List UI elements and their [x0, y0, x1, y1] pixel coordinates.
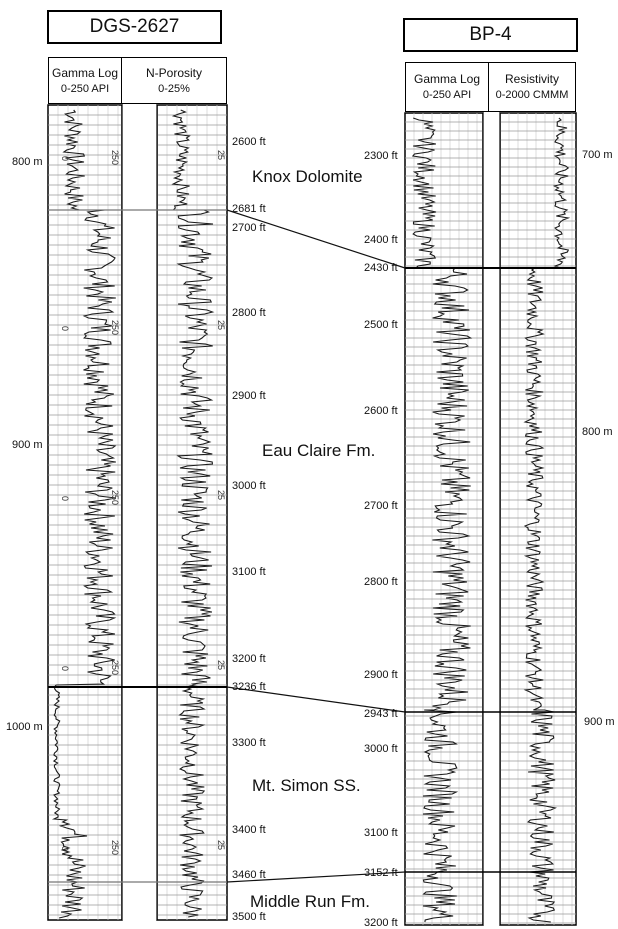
right-depth-label: 3000 ft [364, 743, 398, 755]
scale-label-25: 25 [216, 320, 226, 330]
left-depth-label: 2900 ft [232, 390, 266, 402]
right-depth-label: 3152 ft [364, 867, 398, 879]
left-depth-label: 2800 ft [232, 307, 266, 319]
right-meter-label: 700 m [582, 149, 613, 161]
scale-label-zero: 0 [60, 156, 70, 161]
left-depth-label: 3236 ft [232, 681, 266, 693]
right-gamma-header: Gamma Log 0-250 API [405, 62, 489, 112]
left-depth-label: 3460 ft [232, 869, 266, 881]
scale-label-25: 25 [216, 660, 226, 670]
left-depth-label: 3300 ft [232, 737, 266, 749]
left-depth-label: 3000 ft [232, 480, 266, 492]
correlation-line-mtsimon [226, 686, 406, 713]
right-depth-label: 2430 ft [364, 262, 398, 274]
left-depth-label: 2600 ft [232, 136, 266, 148]
left-depth-label: 3400 ft [232, 824, 266, 836]
right-well-title: BP-4 [403, 18, 578, 52]
scale-label-zero: 0 [60, 326, 70, 331]
left-depth-label: 2700 ft [232, 222, 266, 234]
right-well-name: BP-4 [469, 24, 512, 45]
left-gamma-trace [51, 109, 117, 919]
left-well-name: DGS-2627 [89, 16, 180, 37]
right-track-gap [483, 113, 500, 925]
formation-label: Knox Dolomite [252, 167, 363, 186]
scale-label-250: 250 [110, 840, 120, 855]
left-track-gap [122, 105, 157, 920]
left-gamma-range: 0-250 API [60, 82, 110, 95]
scale-label-250: 250 [110, 320, 120, 335]
left-meter-label: 1000 m [6, 721, 43, 733]
left-gamma-title: Gamma Log [51, 65, 119, 80]
right-resistivity-header: Resistivity 0-2000 CMMM [488, 62, 576, 112]
formation-label: Mt. Simon SS. [252, 776, 361, 795]
scale-label-25: 25 [216, 490, 226, 500]
right-meter-label: 800 m [582, 426, 613, 438]
right-resistivity-title: Resistivity [504, 72, 559, 86]
right-depth-label: 2800 ft [364, 576, 398, 588]
scale-label-250: 250 [110, 660, 120, 675]
correlation-line-knox [226, 209, 406, 269]
right-depth-label: 2943 ft [364, 708, 398, 720]
left-meter-label: 800 m [12, 156, 43, 168]
left-depth-label: 3500 ft [232, 911, 266, 923]
right-depth-label: 3100 ft [364, 827, 398, 839]
scale-label-25: 25 [216, 840, 226, 850]
left-depth-label: 2681 ft [232, 203, 266, 215]
left-gamma-header: Gamma Log 0-250 API [48, 57, 122, 104]
right-depth-label: 3200 ft [364, 917, 398, 929]
right-gamma-title: Gamma Log [413, 72, 481, 86]
right-meter-label: 900 m [584, 716, 615, 728]
scale-label-250: 250 [110, 150, 120, 165]
right-gamma-trace [411, 117, 473, 923]
left-depth-label: 3200 ft [232, 653, 266, 665]
right-depth-label: 2600 ft [364, 405, 398, 417]
left-gamma-track [47, 104, 123, 921]
scale-label-zero: 0 [60, 666, 70, 671]
right-depth-label: 2500 ft [364, 319, 398, 331]
formation-label: Eau Claire Fm. [262, 441, 376, 460]
scale-label-zero: 0 [60, 496, 70, 501]
scale-label-zero: 0 [60, 846, 70, 851]
correlation-line-middlerun [226, 871, 406, 883]
scale-label-25: 25 [216, 150, 226, 160]
formation-label: Middle Run Fm. [250, 892, 370, 911]
right-depth-label: 2900 ft [364, 669, 398, 681]
scale-label-250: 250 [110, 490, 120, 505]
right-depth-label: 2700 ft [364, 500, 398, 512]
right-depth-label: 2400 ft [364, 234, 398, 246]
left-porosity-track [156, 104, 228, 921]
left-porosity-title: N-Porosity [145, 65, 202, 80]
left-depth-label: 3100 ft [232, 566, 266, 578]
left-porosity-range: 0-25% [158, 82, 190, 95]
left-porosity-trace [171, 109, 215, 918]
left-meter-label: 900 m [12, 439, 43, 451]
right-gamma-range: 0-250 API [422, 89, 472, 101]
right-depth-label: 2300 ft [364, 150, 398, 162]
left-well-title: DGS-2627 [47, 10, 222, 44]
right-resistivity-trace [523, 117, 571, 923]
right-resistivity-range: 0-2000 CMMM [495, 89, 569, 101]
left-porosity-header: N-Porosity 0-25% [121, 57, 227, 104]
